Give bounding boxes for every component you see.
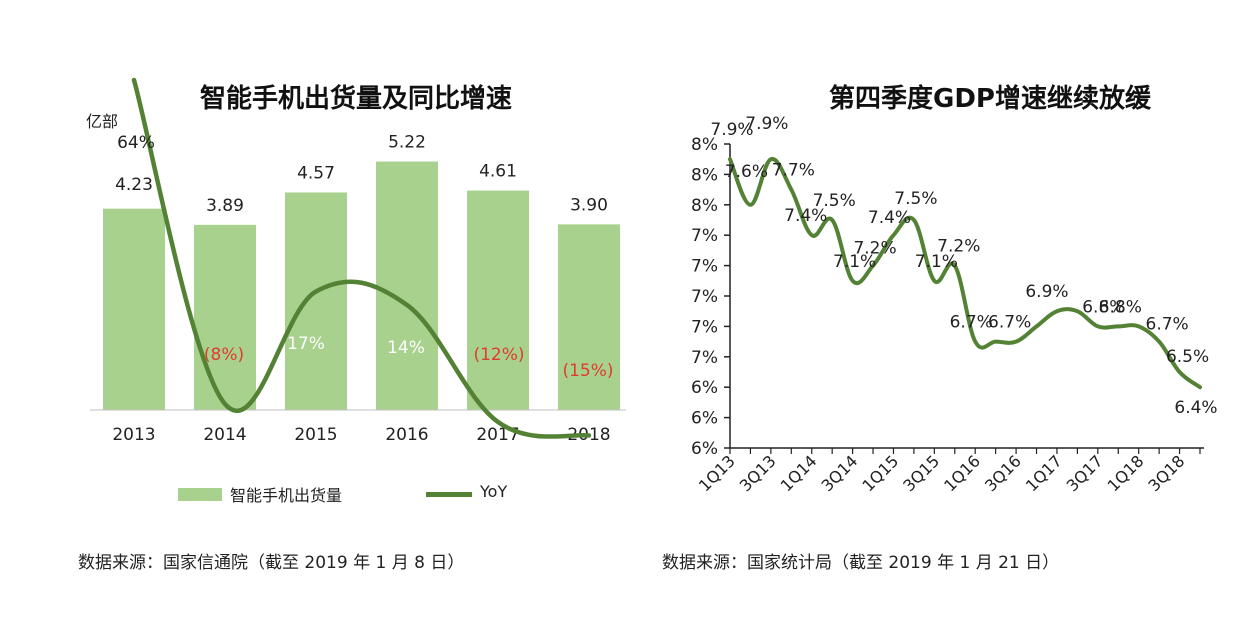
gdp-value-label: 6.8% [1082,297,1125,317]
right-x-tick-label: 3Q13 [736,451,780,495]
shipment-value-label: 4.57 [297,163,335,183]
yoy-line [131,77,592,439]
gdp-value-label: 6.4% [1174,398,1217,418]
right-y-tick-label: 8% [691,165,718,185]
gdp-value-label: 7.2% [937,237,980,257]
legend-line-swatch [426,492,472,497]
right-x-tick-label: 1Q16 [940,451,984,495]
right-y-tick-label: 7% [691,257,718,277]
right-y-tick-label: 7% [691,317,718,337]
gdp-value-label: 6.7% [988,313,1031,333]
right-y-tick-label: 6% [691,409,718,429]
yoy-value-label: (8%) [204,345,244,365]
yoy-value-label: 17% [287,334,325,354]
right-chart-svg: 8%8%8%7%7%7%7%7%6%6%6%1Q133Q131Q143Q141Q… [691,114,1218,495]
left-y-unit-label: 亿部 [86,112,118,131]
yoy-value-label: 14% [387,338,425,358]
shipment-bar [376,161,438,410]
right-y-tick-label: 8% [691,135,718,155]
legend-line-label: YoY [480,482,508,501]
gdp-value-label: 6.5% [1166,347,1209,367]
shipment-value-label: 3.90 [570,195,608,215]
yoy-value-label: (15%) [562,361,613,381]
right-chart-panel: 第四季度GDP增速继续放缓 8% 8% 8% 7% 7% 7% 7% 7% 6% 6% 6% 1Q13… [626,0,1252,629]
left-source-note: 数据来源：国家信通院（截至 2019 年 1 月 8 日） [78,553,465,573]
gdp-value-label: 7.7% [772,161,815,181]
right-x-tick-label: 1Q17 [1022,451,1066,495]
gdp-value-label: 7.5% [813,191,856,211]
left-chart-panel: 智能手机出货量及同比增速 亿部 2013 2014 2015 2016 2017 2018 4… [78,77,626,573]
gdp-value-label: 7.2% [853,239,896,259]
shipment-bar [103,208,165,410]
right-y-tick-label: 7% [691,287,718,307]
shipment-value-label: 5.22 [388,133,426,153]
right-y-tick-label: 7% [691,348,718,368]
gdp-value-label: 7.5% [894,189,937,209]
shipment-bar [467,190,529,410]
gdp-value-label: 6.7% [1146,315,1189,335]
right-x-tick-label: 3Q18 [1144,451,1188,495]
right-x-tick-label: 1Q18 [1104,451,1148,495]
gdp-value-label: 7.9% [745,114,788,134]
right-y-tick-label: 8% [691,196,718,216]
left-x-tick-label: 2014 [203,425,246,445]
right-x-tick-label: 3Q16 [981,451,1025,495]
gdp-value-label: 7.6% [725,162,768,182]
gdp-growth-line [728,157,1202,390]
left-x-tick-label: 2015 [294,425,337,445]
yoy-value-label: (12%) [473,345,524,365]
shipment-value-label: 4.61 [479,162,517,182]
shipment-bar [194,224,256,410]
right-x-tick-label: 3Q15 [899,451,943,495]
right-chart-title: 第四季度GDP增速继续放缓 [829,84,1151,114]
gdp-value-label: 7.4% [868,208,911,228]
right-x-tick-label: 1Q14 [777,451,821,495]
right-y-tick-label: 7% [691,226,718,246]
gdp-value-label: 7.1% [915,252,958,272]
legend-bar-swatch [178,488,222,501]
gdp-value-label: 6.7% [950,313,993,333]
left-x-tick-label: 2013 [112,425,155,445]
gdp-value-label: 7.9% [710,120,753,140]
gdp-value-label: 7.1% [833,252,876,272]
right-x-tick-label: 3Q17 [1063,451,1107,495]
right-x-tick-label: 1Q15 [858,451,902,495]
gdp-value-label: 6.8% [1099,297,1142,317]
gdp-value-label: 6.9% [1025,282,1068,302]
right-y-tick-label: 6% [691,378,718,398]
legend-bar-label: 智能手机出货量 [230,486,343,505]
shipment-bar [558,224,620,410]
right-y-tick-label: 6% [691,439,718,459]
right-x-tick-label: 3Q14 [817,451,861,495]
gdp-value-label: 7.4% [784,206,827,226]
right-source-note: 数据来源：国家统计局（截至 2019 年 1 月 21 日） [662,553,1060,573]
shipment-value-label: 4.23 [115,175,153,195]
left-chart-title: 智能手机出货量及同比增速 [199,84,512,114]
left-x-tick-label: 2016 [385,425,428,445]
yoy-value-label: 64% [117,133,155,153]
shipment-bar [285,192,347,410]
shipment-value-label: 3.89 [206,196,244,216]
